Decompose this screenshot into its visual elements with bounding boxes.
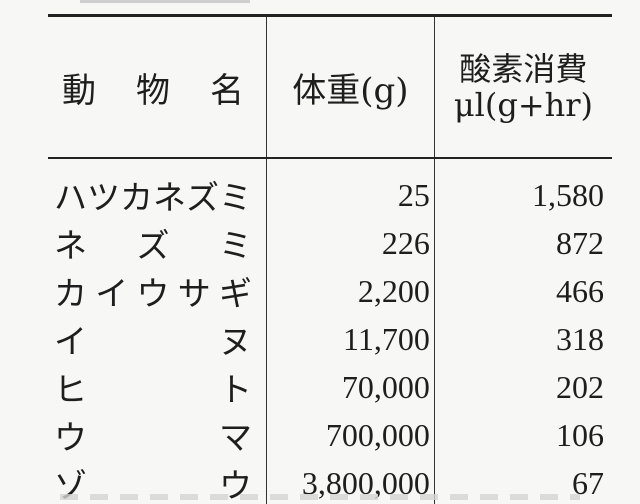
header-animal-char: 名: [210, 70, 244, 111]
header-animal-char: 物: [136, 70, 170, 111]
animal-name-char: ネ: [153, 178, 186, 217]
animal-name-char: イ: [54, 322, 87, 361]
table-row: イ ヌ 11,700 318: [48, 315, 612, 363]
oxygen-consumption-cell: 872: [433, 219, 612, 267]
animal-name-char: ズ: [186, 178, 219, 217]
body-weight-cell: 226: [266, 219, 435, 267]
animal-name-char: ネ: [54, 226, 87, 265]
table-row: ネ ズ ミ 226 872: [48, 219, 612, 267]
body-weight-cell: 700,000: [266, 411, 435, 459]
table-row: カ イ ウ サ ギ 2,200 466: [48, 267, 612, 315]
animal-name-char: ウ: [136, 274, 170, 313]
oxygen-consumption-cell: 1,580: [433, 158, 612, 219]
animal-name-cell: ウ マ: [48, 411, 267, 459]
animal-name-cell: カ イ ウ サ ギ: [48, 267, 267, 315]
animal-name-char: カ: [120, 178, 153, 217]
animal-name-char: ズ: [136, 226, 170, 265]
animal-name-char: ミ: [219, 226, 252, 265]
header-animal-name: 動 物 名: [48, 15, 267, 159]
cropped-caption-fragment: [60, 494, 580, 500]
animal-name-cell: イ ヌ: [48, 315, 267, 363]
header-row: 動 物 名 体重(g) 酸素消費 μl(g+hr): [48, 15, 612, 159]
body-weight-cell: 70,000: [266, 363, 435, 411]
animal-name-char: ヌ: [219, 322, 252, 361]
header-oxygen-consumption: 酸素消費 μl(g+hr): [433, 15, 612, 159]
animal-name-char: ト: [219, 370, 252, 409]
table-row: ハ ツ カ ネ ズ ミ 25 1,580: [48, 158, 612, 219]
oxygen-consumption-cell: 106: [433, 411, 612, 459]
oxygen-consumption-cell: 202: [433, 363, 612, 411]
table-header: 動 物 名 体重(g) 酸素消費 μl(g+hr): [48, 15, 612, 159]
animal-name-cell: ゾ ウ: [48, 459, 267, 504]
animal-name-char: サ: [177, 274, 211, 313]
animal-name-char: ウ: [54, 418, 87, 457]
animal-name-char: ハ: [54, 178, 87, 217]
animal-name-cell: ネ ズ ミ: [48, 219, 267, 267]
cropped-text-fragment: [80, 0, 250, 3]
animal-name-char: ツ: [87, 178, 120, 217]
header-body-weight: 体重(g): [266, 15, 435, 159]
header-animal-char: 動: [62, 70, 96, 111]
animal-name-char: ミ: [219, 178, 252, 217]
oxygen-consumption-cell: 466: [433, 267, 612, 315]
animal-name-cell: ヒ ト: [48, 363, 267, 411]
animal-name-char: ギ: [219, 274, 252, 313]
animal-name-cell: ハ ツ カ ネ ズ ミ: [48, 158, 267, 219]
header-oxygen-line2: μl(g+hr): [453, 86, 594, 124]
animal-name-char: マ: [219, 418, 252, 457]
metabolism-table: 動 物 名 体重(g) 酸素消費 μl(g+hr) ハ ツ カ ネ ズ: [48, 14, 612, 504]
animal-name-char: カ: [54, 274, 87, 313]
body-weight-cell: 11,700: [266, 315, 435, 363]
table-row: ヒ ト 70,000 202: [48, 363, 612, 411]
table-row: ウ マ 700,000 106: [48, 411, 612, 459]
header-oxygen-line1: 酸素消費: [459, 50, 588, 88]
animal-name-char: イ: [95, 274, 129, 313]
body-weight-cell: 2,200: [266, 267, 435, 315]
table-body: ハ ツ カ ネ ズ ミ 25 1,580 ネ ズ ミ 226 872: [48, 158, 612, 504]
oxygen-consumption-cell: 318: [433, 315, 612, 363]
body-weight-cell: 25: [266, 158, 435, 219]
animal-name-char: ヒ: [54, 370, 87, 409]
